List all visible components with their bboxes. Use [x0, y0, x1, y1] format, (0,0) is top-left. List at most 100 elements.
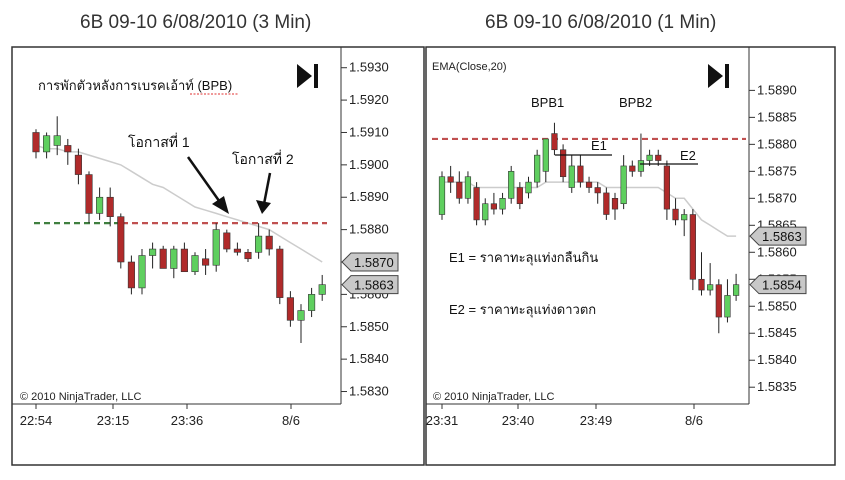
candle-body	[255, 235, 263, 253]
candle	[233, 242, 241, 256]
candle-body	[499, 198, 506, 210]
candle-body	[447, 176, 454, 183]
candle-body	[308, 294, 316, 311]
price-marker-label: 1.5870	[354, 255, 394, 270]
candle-body	[138, 255, 146, 289]
label-chance-2: โอกาสที่ 2	[232, 150, 294, 167]
candle	[127, 255, 135, 295]
left-annotation-title: การพักตัวหลังการเบรคเอ้าท์ (BPB)	[38, 78, 232, 93]
candle-body	[637, 160, 645, 172]
candle	[464, 171, 472, 204]
candle	[629, 160, 636, 177]
candle	[698, 252, 705, 296]
y-tick-label: 1.5880	[349, 222, 389, 237]
candle-body	[244, 251, 252, 260]
candle-body	[534, 154, 541, 183]
candle	[447, 165, 454, 193]
candle-body	[170, 248, 178, 269]
candle	[577, 155, 584, 188]
candle	[212, 223, 220, 272]
candle	[499, 192, 506, 215]
candle-body	[672, 208, 679, 221]
candle-body	[265, 235, 273, 250]
candle	[96, 187, 104, 220]
end-icon	[297, 64, 318, 88]
candle-body	[508, 171, 515, 199]
candle	[715, 279, 722, 334]
candle	[255, 223, 263, 259]
y-tick-label: 1.5910	[349, 124, 389, 139]
y-tick-label: 1.5835	[757, 379, 797, 394]
candle-body	[276, 248, 284, 298]
candle-body	[715, 284, 722, 318]
candle	[490, 192, 498, 215]
y-tick-label: 1.5885	[757, 109, 797, 124]
y-tick-label: 1.5875	[757, 163, 797, 178]
candle	[202, 249, 210, 275]
price-marker: 1.5854	[749, 275, 807, 295]
candle-body	[698, 278, 705, 291]
y-tick-label: 1.5930	[349, 60, 389, 75]
candle	[170, 245, 178, 279]
candle-body	[464, 176, 472, 199]
candle-body	[64, 145, 72, 153]
y-tick-label: 1.5840	[349, 351, 389, 366]
candle	[74, 148, 82, 185]
candle	[603, 187, 610, 220]
arrow-chance-1	[186, 156, 229, 214]
label-chance-1: โอกาสที่ 1	[128, 133, 190, 150]
y-tick-label: 1.5840	[757, 352, 797, 367]
left-chart: 1.5930 1.5920 1.5910 1.5900 1.5890 1.5880 1.58…	[11, 46, 425, 466]
candle	[32, 129, 40, 159]
y-tick-label: 1.5845	[757, 325, 797, 340]
candle-body	[603, 192, 610, 215]
candle-body	[85, 174, 93, 214]
candle	[534, 149, 541, 188]
candle	[138, 249, 146, 295]
candle-body	[568, 165, 575, 188]
left-chart-frame	[11, 46, 425, 466]
y-tick-label: 1.5860	[757, 244, 797, 259]
candle-body	[663, 165, 670, 210]
x-tick-label: 23:15	[97, 413, 130, 428]
candle	[456, 171, 463, 204]
candle	[482, 198, 489, 226]
candle	[637, 133, 645, 177]
price-marker-box	[749, 275, 807, 295]
candle	[106, 187, 114, 227]
candle-body	[689, 214, 696, 280]
price-marker-label: 1.5854	[762, 278, 802, 293]
candle-body	[707, 284, 714, 291]
y-tick-label: 1.5900	[349, 157, 389, 172]
candle	[568, 155, 575, 193]
ema-line	[35, 144, 323, 263]
candle	[318, 274, 326, 301]
candle-body	[297, 310, 305, 321]
candle-body	[551, 133, 558, 151]
candle	[594, 182, 601, 204]
candle-body	[180, 248, 188, 273]
candle	[689, 209, 696, 291]
candle	[508, 165, 515, 204]
candle-body	[594, 187, 601, 194]
candle	[525, 176, 532, 199]
candle	[223, 229, 231, 253]
candle-body	[96, 196, 104, 214]
arrow-chance-2	[256, 172, 272, 214]
candle-body	[117, 216, 125, 263]
candle	[117, 213, 125, 269]
x-tick-label: 22:54	[20, 413, 53, 428]
candle	[43, 132, 51, 159]
candle	[191, 252, 199, 275]
price-marker-box	[341, 275, 399, 295]
candle-body	[438, 176, 446, 215]
candle-body	[473, 187, 480, 221]
x-tick-label: 8/6	[685, 413, 703, 428]
candle	[707, 263, 714, 296]
candle-body	[732, 284, 740, 296]
x-tick-label: 8/6	[282, 413, 300, 428]
candle-body	[191, 255, 199, 273]
candle-body	[286, 297, 294, 321]
candle-body	[127, 261, 135, 289]
